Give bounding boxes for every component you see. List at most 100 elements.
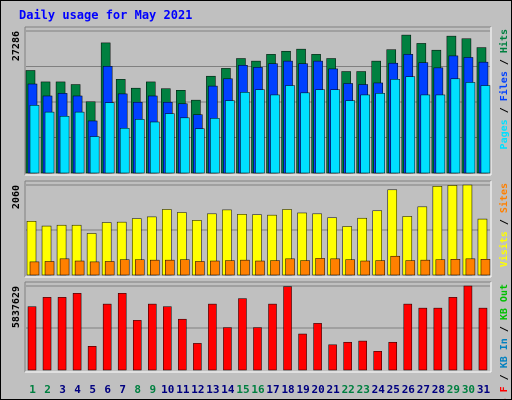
panel-bottom-legend-label: KB F / KB In / KB Out (499, 284, 510, 399)
bar-kb-f-day-9 (148, 303, 157, 371)
bar-pages-day-21 (330, 89, 340, 174)
bar-sites-day-27 (420, 259, 431, 276)
bar-kb-f-day-24 (373, 351, 382, 371)
x-tick-label-day-26: 26 (402, 383, 416, 396)
x-tick-label-day-16: 16 (251, 383, 265, 396)
legend-segment: KB Out (499, 284, 510, 320)
chart-title: Daily usage for May 2021 (19, 8, 192, 22)
bar-kb-f-day-19 (298, 333, 307, 371)
panel-middle-legend-label: Visits / Sites (498, 183, 510, 267)
x-tick-label-day-7: 7 (119, 383, 126, 396)
bar-kb-f-day-22 (343, 341, 352, 371)
legend-segment: Hits (498, 29, 510, 53)
bar-pages-day-31 (480, 85, 491, 174)
bar-sites-day-13 (210, 260, 220, 276)
legend-segment: KB F (499, 386, 510, 399)
bar-kb-f-day-20 (313, 323, 322, 371)
bar-pages-day-27 (420, 94, 431, 174)
bar-pages-day-4 (74, 111, 85, 174)
bar-sites-day-19 (300, 260, 310, 276)
bar-sites-day-11 (180, 259, 190, 276)
bar-pages-day-25 (390, 79, 401, 174)
legend-segment: / (499, 101, 510, 119)
bar-kb-f-day-16 (253, 327, 262, 371)
bar-pages-day-2 (44, 111, 55, 174)
x-tick-label-day-10: 10 (161, 383, 174, 396)
bar-kb-f-day-14 (223, 327, 232, 371)
bar-sites-day-10 (165, 259, 175, 276)
x-tick-label-day-28: 28 (432, 383, 445, 396)
x-tick-label-day-25: 25 (387, 383, 400, 396)
x-tick-label-day-4: 4 (74, 383, 81, 396)
bar-kb-f-day-13 (208, 303, 217, 371)
bar-sites-day-9 (150, 259, 160, 276)
panel-bottom-max-label: 5837629 (11, 286, 22, 328)
bar-sites-day-1 (29, 261, 40, 276)
bar-pages-day-8 (134, 119, 145, 174)
legend-segment: Files (498, 71, 510, 101)
bar-pages-day-17 (270, 94, 280, 174)
bar-kb-f-day-31 (478, 307, 488, 371)
legend-segment: / (499, 368, 510, 386)
bar-pages-day-3 (59, 116, 70, 174)
bar-sites-day-24 (375, 260, 385, 276)
bar-sites-day-8 (134, 259, 145, 276)
bar-pages-day-29 (450, 78, 461, 174)
x-tick-label-day-8: 8 (134, 383, 141, 396)
x-tick-label-day-13: 13 (206, 383, 219, 396)
legend-segment: Sites (498, 183, 510, 213)
x-tick-label-day-9: 9 (149, 383, 156, 396)
panel-top-legend-label: Pages / Files / Hits (498, 29, 510, 149)
bar-kb-f-day-7 (117, 293, 127, 371)
x-tick-label-day-5: 5 (89, 383, 96, 396)
bar-pages-day-9 (150, 121, 160, 174)
x-tick-label-day-6: 6 (104, 383, 111, 396)
bar-pages-day-28 (435, 94, 446, 174)
x-tick-label-day-2: 2 (44, 383, 51, 396)
bar-sites-day-5 (89, 261, 100, 276)
bar-sites-day-31 (480, 259, 491, 276)
x-tick-label-day-29: 29 (447, 383, 460, 396)
bar-sites-day-4 (74, 260, 85, 276)
bar-pages-day-30 (465, 82, 476, 174)
bar-kb-f-day-5 (87, 346, 97, 371)
x-tick-label-day-14: 14 (221, 383, 235, 396)
bar-kb-f-day-10 (163, 306, 172, 371)
x-tick-label-day-11: 11 (176, 383, 190, 396)
bar-sites-day-20 (315, 258, 325, 276)
bar-kb-f-day-15 (238, 298, 247, 371)
bar-pages-day-7 (119, 127, 130, 174)
bar-pages-day-18 (285, 85, 295, 174)
bar-sites-day-17 (270, 260, 280, 276)
bar-pages-day-12 (195, 128, 205, 174)
x-tick-label-day-18: 18 (281, 383, 294, 396)
x-tick-label-day-17: 17 (266, 383, 279, 396)
bar-pages-day-22 (345, 100, 355, 174)
bar-pages-day-26 (405, 76, 416, 174)
x-tick-label-day-20: 20 (312, 383, 325, 396)
bar-pages-day-16 (255, 89, 265, 174)
x-tick-label-day-19: 19 (296, 383, 309, 396)
panel-top-max-label: 27286 (11, 31, 22, 61)
bar-sites-day-6 (104, 261, 115, 276)
legend-segment: KB In (499, 338, 510, 368)
x-tick-label-day-1: 1 (29, 383, 36, 396)
legend-segment: Pages (499, 119, 510, 149)
bar-kb-f-day-28 (433, 307, 443, 371)
x-tick-label-day-27: 27 (417, 383, 430, 396)
x-tick-label-day-15: 15 (236, 383, 249, 396)
bar-sites-day-25 (390, 255, 401, 276)
bar-pages-day-24 (375, 93, 385, 174)
bar-kb-f-day-12 (193, 343, 202, 371)
legend-segment: Visits (498, 231, 510, 267)
x-tick-label-day-3: 3 (59, 383, 66, 396)
bar-pages-day-15 (240, 92, 250, 174)
bar-sites-day-21 (330, 258, 340, 276)
bar-kb-f-day-29 (448, 297, 458, 371)
bar-pages-day-5 (89, 136, 100, 174)
x-tick-label-day-23: 23 (357, 383, 370, 396)
x-tick-label-day-22: 22 (342, 383, 355, 396)
bar-pages-day-20 (315, 89, 325, 174)
bar-kb-f-day-25 (388, 341, 398, 371)
